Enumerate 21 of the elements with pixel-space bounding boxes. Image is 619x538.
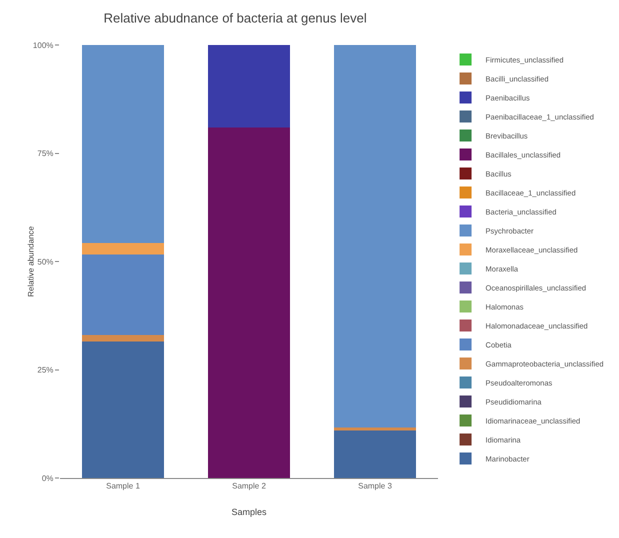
bar (334, 427, 416, 430)
x-axis-title: Samples (231, 507, 268, 517)
y-tick-label: 0% (42, 474, 54, 483)
y-tick-label: 25% (37, 366, 54, 375)
y-tick-label: 50% (37, 257, 54, 266)
y-tick-label: 75% (37, 149, 54, 158)
x-tick-label: Sample 2 (232, 482, 266, 491)
bar (82, 45, 164, 243)
bar (82, 254, 164, 336)
y-tick-label: 100% (32, 40, 54, 50)
x-tick-label: Sample 1 (106, 482, 140, 491)
bar (82, 335, 164, 342)
bar (82, 242, 164, 255)
bar (334, 430, 416, 478)
chart-title: Relative abudnance of bacteria at genus level (104, 10, 367, 26)
y-axis-title: Relative abundance (26, 226, 36, 297)
bar (208, 45, 290, 128)
bar (82, 342, 164, 478)
bar (334, 45, 416, 428)
x-tick-label: Sample 3 (358, 482, 392, 491)
bar (208, 127, 290, 478)
